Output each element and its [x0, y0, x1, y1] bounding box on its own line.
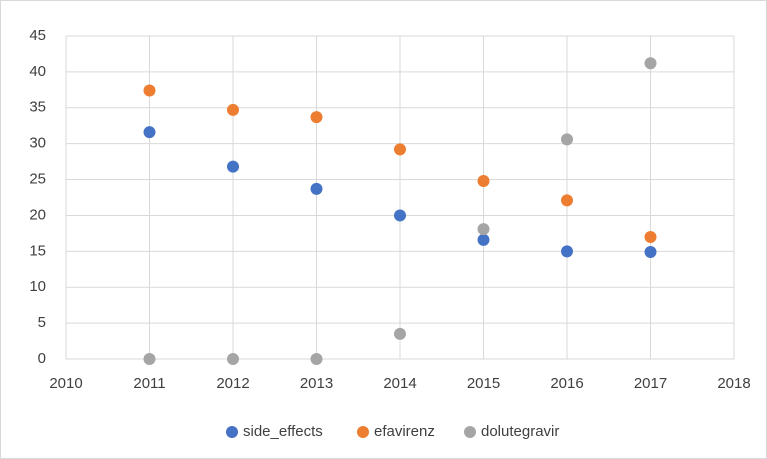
point — [644, 57, 657, 70]
point — [561, 133, 573, 146]
legend-label: efavirenz — [374, 423, 435, 440]
point — [394, 143, 406, 156]
x-tick-label: 2018 — [717, 375, 750, 392]
y-tick-label: 15 — [29, 242, 46, 259]
legend-marker — [357, 426, 369, 438]
point — [143, 84, 156, 97]
y-tick-label: 45 — [29, 27, 46, 44]
point — [394, 209, 406, 222]
legend-label: dolutegravir — [481, 423, 559, 440]
x-tick-label: 2011 — [133, 375, 165, 392]
point — [310, 353, 323, 365]
point — [310, 182, 323, 195]
point — [561, 194, 573, 207]
point — [227, 160, 239, 173]
x-tick-label: 2012 — [216, 375, 249, 392]
point — [310, 111, 323, 124]
x-tick-label: 2010 — [49, 375, 82, 392]
point — [477, 233, 490, 246]
point — [644, 230, 657, 243]
point — [143, 126, 156, 139]
point — [227, 353, 239, 365]
y-tick-label: 20 — [29, 206, 46, 223]
y-tick-label: 35 — [29, 99, 46, 116]
point — [394, 327, 406, 340]
x-tick-label: 2013 — [300, 375, 333, 392]
x-tick-label: 2016 — [550, 375, 583, 392]
legend-label: side_effects — [243, 423, 323, 440]
y-tick-label: 30 — [29, 135, 46, 152]
legend-marker — [464, 426, 476, 438]
y-tick-label: 10 — [29, 278, 46, 295]
y-tick-label: 40 — [29, 63, 46, 80]
y-tick-label: 5 — [38, 314, 46, 331]
x-tick-label: 2017 — [634, 375, 667, 392]
point — [143, 353, 156, 365]
point — [561, 245, 573, 258]
x-tick-label: 2015 — [467, 375, 500, 392]
point — [227, 103, 239, 116]
legend-marker — [226, 426, 238, 438]
point — [477, 174, 490, 187]
point — [644, 246, 657, 259]
x-tick-label: 2014 — [383, 375, 416, 392]
y-tick-label: 0 — [38, 350, 46, 367]
point — [477, 223, 490, 236]
y-tick-label: 25 — [29, 171, 46, 188]
